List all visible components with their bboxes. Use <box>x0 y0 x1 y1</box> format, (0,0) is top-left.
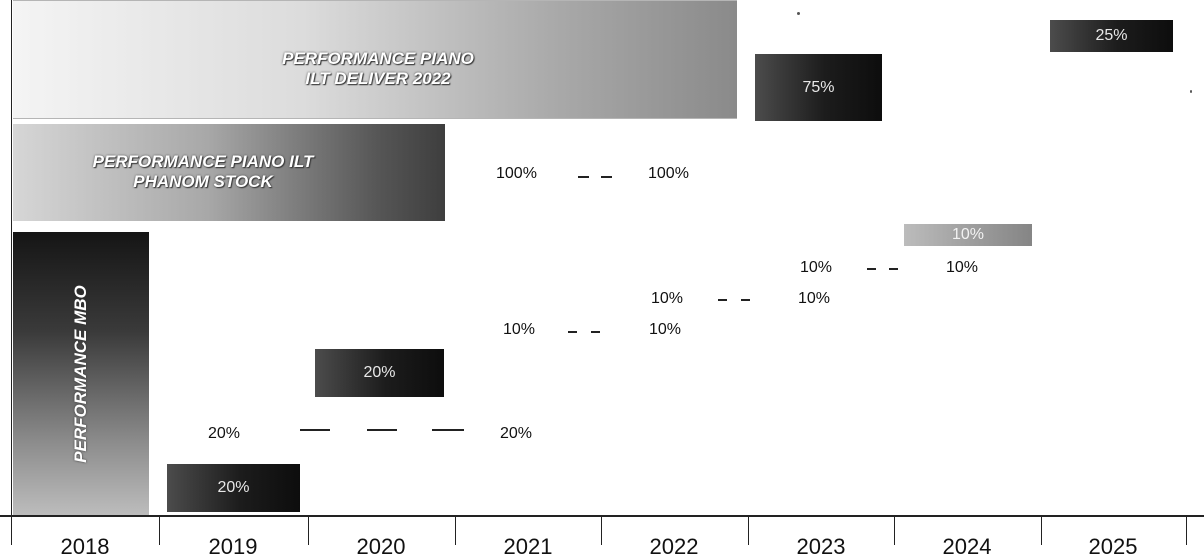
bar-phantom-title: PERFORMANCE PIANO ILT PHANOM STOCK <box>53 152 353 192</box>
dash <box>568 331 577 333</box>
year-label-2025: 2025 <box>1088 534 1138 559</box>
year-label-2020: 2020 <box>356 534 406 559</box>
dash <box>889 268 898 270</box>
pct-r4-2021: 20% <box>500 425 533 442</box>
year-label-2018: 2018 <box>60 534 110 559</box>
axis-tick <box>748 517 749 545</box>
pct-r4-2019: 20% <box>208 425 241 442</box>
axis-tick <box>1041 517 1042 545</box>
box-deliver-2025-label: 25% <box>1095 27 1128 44</box>
pct-r2-2022: 10% <box>651 290 684 307</box>
bar-deliver-title-line2: ILT DELIVER 2022 <box>305 69 451 88</box>
box-mbo-2019: 20% <box>167 464 300 512</box>
box-deliver-2025: 25% <box>1050 20 1173 52</box>
stray-mark <box>1190 90 1192 93</box>
bar-performance-mbo: PERFORMANCE MBO <box>13 232 149 516</box>
axis-tick <box>894 517 895 545</box>
bar-phantom-title-line2: PHANOM STOCK <box>133 172 273 191</box>
year-label-2019: 2019 <box>208 534 258 559</box>
box-deliver-2023-label: 75% <box>802 78 835 96</box>
box-phantom-2024: 10% <box>904 224 1032 246</box>
pct-r1-2024: 10% <box>946 259 979 276</box>
dash <box>367 429 397 431</box>
dash <box>432 429 464 431</box>
left-frame-line <box>11 0 12 515</box>
pct-r1-2023: 10% <box>800 259 833 276</box>
year-label-2024: 2024 <box>942 534 992 559</box>
bar-phantom-title-line1: PERFORMANCE PIANO ILT <box>92 152 314 171</box>
bar-deliver-title-line1: PERFORMANCE PIANO <box>282 49 474 68</box>
axis-tick <box>1186 517 1187 545</box>
box-mbo-2020-label: 20% <box>363 364 396 381</box>
bar-deliver-2022: PERFORMANCE PIANO ILT DELIVER 2022 <box>13 0 737 119</box>
pct-r2-2023: 10% <box>798 290 831 307</box>
box-mbo-2020: 20% <box>315 349 444 397</box>
pct-phantom-2022: 100% <box>648 165 689 182</box>
axis-tick <box>308 517 309 545</box>
dash <box>867 268 876 270</box>
bar-deliver-title: PERFORMANCE PIANO ILT DELIVER 2022 <box>213 49 543 89</box>
year-label-2022: 2022 <box>649 534 699 559</box>
box-deliver-2023: 75% <box>755 54 882 121</box>
dash <box>601 176 612 178</box>
pct-r3-2022: 10% <box>649 321 682 338</box>
dash <box>300 429 330 431</box>
axis-tick <box>11 517 12 545</box>
bar-phantom-stock: PERFORMANCE PIANO ILT PHANOM STOCK <box>13 124 445 221</box>
box-mbo-2019-label: 20% <box>217 479 250 496</box>
stray-mark <box>797 12 800 15</box>
axis-tick <box>601 517 602 545</box>
bar-mbo-title: PERFORMANCE MBO <box>71 285 90 463</box>
year-label-2021: 2021 <box>503 534 553 559</box>
box-phantom-2024-label: 10% <box>951 226 985 243</box>
dash <box>741 299 750 301</box>
dash <box>591 331 600 333</box>
year-axis-line <box>0 515 1204 517</box>
dash <box>578 176 589 178</box>
year-label-2023: 2023 <box>796 534 846 559</box>
axis-tick <box>455 517 456 545</box>
pct-phantom-2021: 100% <box>496 165 537 182</box>
pct-r3-2021: 10% <box>503 321 536 338</box>
dash <box>718 299 727 301</box>
axis-tick <box>159 517 160 545</box>
